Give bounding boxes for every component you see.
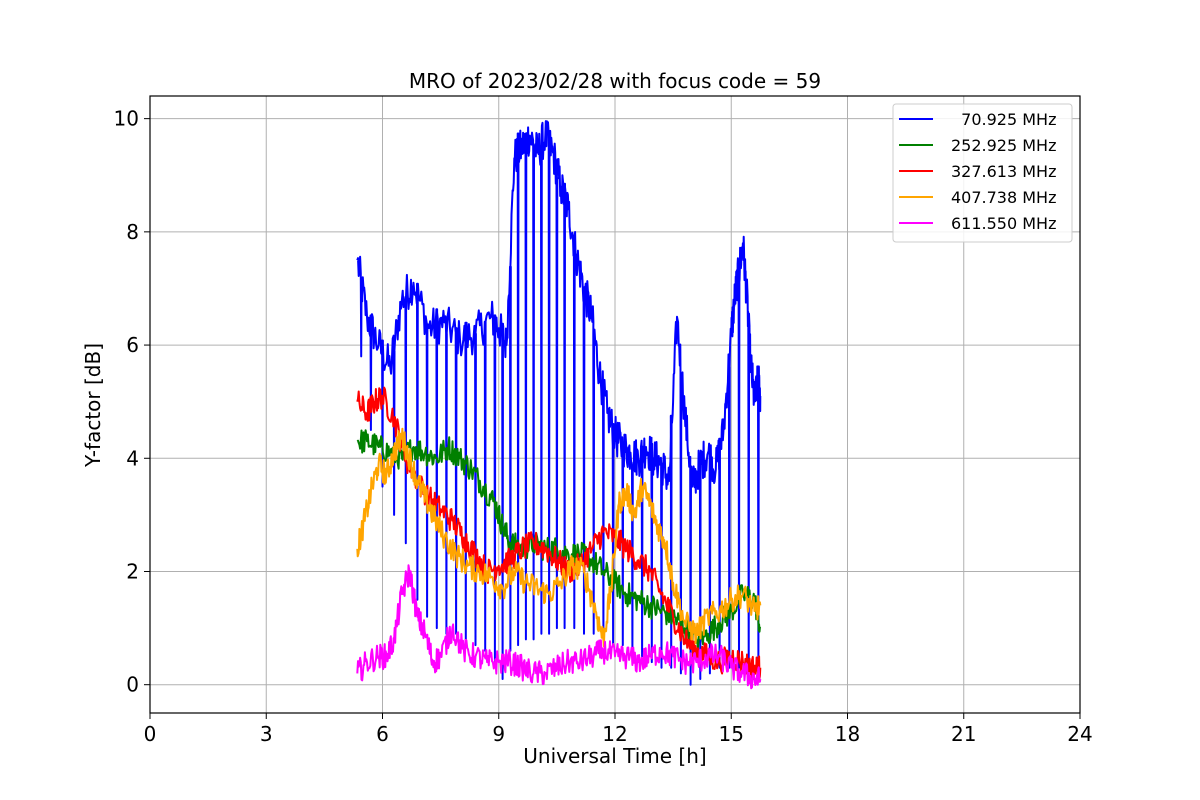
x-tick-label: 21 [951,722,976,746]
x-tick-label: 18 [835,722,860,746]
legend-entry-label: 407.738 MHz [951,188,1056,207]
x-axis: 0 3 6 9 12 15 18 21 24 [144,713,1093,746]
x-tick-label: 0 [144,722,157,746]
x-tick-label: 24 [1067,722,1092,746]
legend-entry-label: 70.925 MHz [951,110,1056,129]
y-axis-label: Y-factor [dB] [81,343,105,468]
legend-entry-label: 252.925 MHz [951,136,1056,155]
y-axis: 0 2 4 6 8 10 [114,107,150,697]
series-line [356,120,762,686]
y-tick-label: 4 [126,446,139,470]
series-layer [356,120,762,690]
x-tick-label: 6 [376,722,389,746]
x-tick-label: 9 [492,722,505,746]
series-line [356,427,762,648]
legend-entry-label: 327.613 MHz [951,162,1056,181]
y-tick-label: 6 [126,333,139,357]
series-line [356,564,762,690]
x-tick-label: 3 [260,722,273,746]
legend-entry-label: 611.550 MHz [951,214,1056,233]
y-tick-label: 0 [126,673,139,697]
x-tick-label: 15 [719,722,744,746]
y-tick-label: 8 [126,220,139,244]
x-tick-label: 12 [602,722,627,746]
x-axis-label: Universal Time [h] [523,744,706,768]
chart-title: MRO of 2023/02/28 with focus code = 59 [409,69,821,93]
y-tick-label: 10 [114,107,139,131]
legend: 70.925 MHz 252.925 MHz 327.613 MHz 407.738 … [892,103,1073,243]
y-tick-label: 2 [126,559,139,583]
legend-box [892,103,1073,243]
